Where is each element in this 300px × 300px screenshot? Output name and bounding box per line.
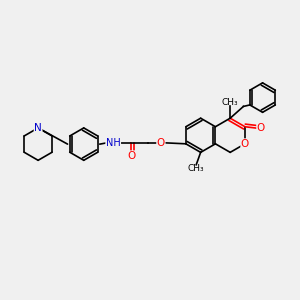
Text: NH: NH bbox=[106, 138, 121, 148]
Text: CH₃: CH₃ bbox=[222, 98, 238, 107]
Text: O: O bbox=[127, 151, 136, 161]
Text: O: O bbox=[241, 139, 249, 149]
Text: N: N bbox=[34, 123, 42, 133]
Text: O: O bbox=[257, 123, 265, 133]
Text: CH₃: CH₃ bbox=[188, 164, 205, 173]
Text: O: O bbox=[157, 138, 165, 148]
